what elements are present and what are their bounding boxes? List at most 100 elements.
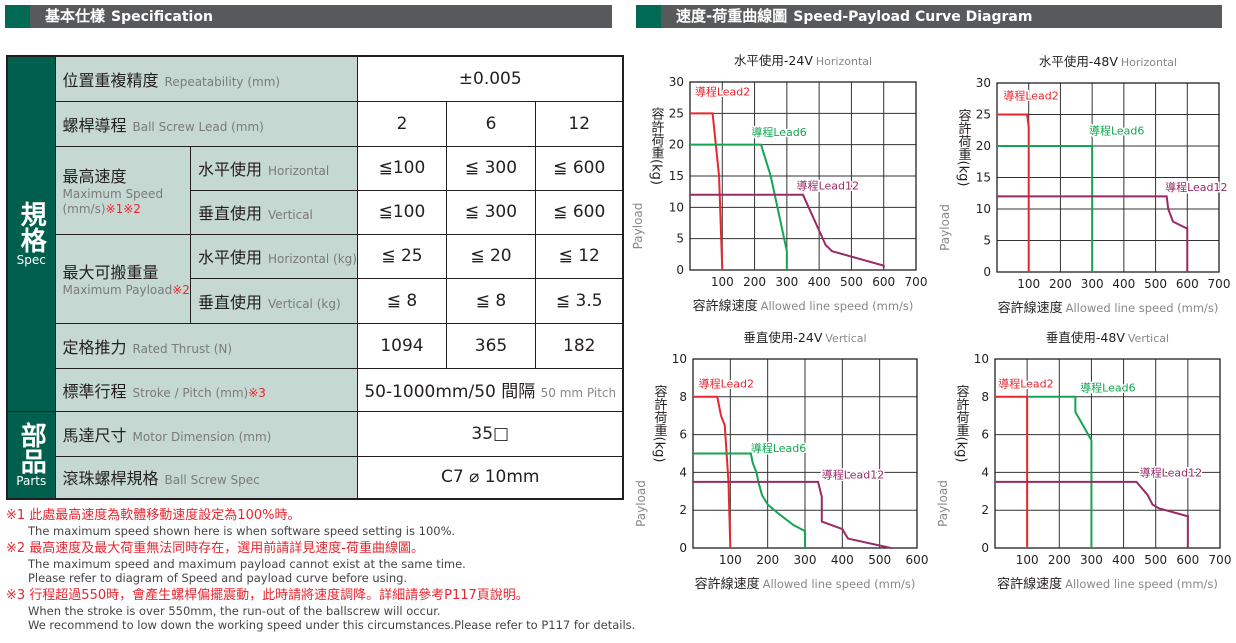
speed-horizontal-label: 水平使用 Horizontal: [189, 145, 358, 191]
speed-value: ≦ 300: [445, 189, 536, 235]
series-label: 導程Lead2: [699, 377, 754, 391]
series-label: 導程Lead2: [1003, 89, 1058, 103]
curve-header-en: Speed-Payload Curve Diagram: [793, 9, 1033, 25]
series-line-導程Lead6: [1028, 395, 1093, 548]
thrust-value: 365: [445, 322, 536, 369]
speed-value: ≦100: [356, 145, 447, 191]
motor-label: 馬達尺寸 Motor Dimension (mm): [54, 410, 358, 457]
y-tick-label: 0: [679, 541, 687, 555]
x-tick-label: 700: [1208, 277, 1231, 291]
series-line-導程Lead2: [995, 395, 1029, 548]
series-line-導程Lead12: [995, 480, 1189, 548]
payload-value: ≦ 20: [445, 233, 536, 279]
chart-title: 垂直使用-24V Vertical: [743, 330, 866, 345]
screw-label: 滾珠螺桿規格 Ball Screw Spec: [54, 455, 358, 500]
y-tick-label: 5: [676, 232, 684, 246]
series-line-導程Lead2: [997, 113, 1030, 272]
x-tick-label: 200: [1048, 553, 1071, 567]
speed-value: ≦ 600: [534, 145, 624, 191]
y-tick-label: 20: [669, 138, 684, 152]
lead-label: 螺桿導程 Ball Screw Lead (mm): [54, 100, 358, 147]
y-axis-label: 容許荷重(kg): [652, 384, 668, 462]
y-tick-label: 10: [672, 352, 687, 366]
y-tick-label: 20: [976, 139, 991, 153]
series-label: 導程Lead2: [695, 84, 750, 98]
y-tick-label: 6: [981, 428, 989, 442]
thrust-label: 定格推力 Rated Thrust (N): [54, 322, 358, 369]
y-tick-label: 0: [981, 541, 989, 555]
x-tick-label: 700: [1209, 553, 1232, 567]
lead-value: 12: [534, 100, 624, 147]
x-tick-label: 600: [906, 553, 929, 567]
x-tick-label: 600: [1176, 553, 1199, 567]
spec-header-en: Specification: [111, 9, 213, 25]
x-tick-label: 400: [831, 553, 854, 567]
y-tick-label: 25: [976, 108, 991, 122]
series-line-導程Lead6: [690, 143, 788, 270]
x-tick-label: 100: [1016, 553, 1039, 567]
y-tick-label: 8: [981, 390, 989, 404]
x-tick-label: 500: [1144, 277, 1167, 291]
payload-horizontal-label: 水平使用 Horizontal (kg): [189, 233, 358, 279]
x-tick-label: 100: [719, 553, 742, 567]
x-axis-label: 容許線速度 Allowed line speed (mm/s): [693, 298, 914, 314]
y-tick-label: 10: [669, 200, 684, 214]
footnote: ※3 行程超過550時，會產生螺桿偏擺震動，此時請將速度調降。詳細請參考P117…: [6, 588, 636, 632]
motor-value: 35□: [356, 410, 624, 457]
y-tick-label: 30: [669, 75, 684, 89]
plot-frame: [994, 358, 1221, 549]
x-axis-label: 容許線速度 Allowed line speed (mm/s): [695, 576, 916, 592]
chart-title: 水平使用-48V Horizontal: [1039, 54, 1177, 69]
x-tick-label: 500: [1144, 553, 1167, 567]
footnote: ※2 最高速度及最大荷重無法同時存在，選用前請詳見速度-荷重曲線圖。 The ma…: [6, 541, 466, 585]
chart-title: 水平使用-24V Horizontal: [734, 53, 872, 68]
y-axis-label-en: Payload: [634, 480, 648, 527]
x-tick-label: 600: [872, 275, 895, 289]
x-tick-label: 700: [905, 275, 928, 289]
x-tick-label: 600: [1176, 277, 1199, 291]
x-tick-label: 100: [1017, 277, 1040, 291]
y-axis-label-en: Payload: [631, 203, 645, 250]
y-axis-label-en: Payload: [938, 204, 952, 251]
speed-label: 最高速度 Maximum Speed (mm/s)※1※2: [54, 145, 191, 235]
y-tick-label: 4: [679, 465, 687, 479]
table-row: 最高速度 Maximum Speed (mm/s)※1※2 水平使用 Horizont…: [7, 145, 624, 235]
plot-frame: [689, 81, 917, 271]
series-label: 導程Lead6: [751, 125, 806, 139]
table-row: 規格 Spec 位置重複精度 Repeatability (mm) ±0.005: [6, 55, 624, 412]
series-line-導程Lead6: [997, 145, 1094, 272]
x-tick-label: 400: [1112, 553, 1135, 567]
series-line-導程Lead12: [997, 195, 1189, 272]
y-tick-label: 10: [974, 352, 989, 366]
x-tick-label: 300: [1080, 553, 1103, 567]
y-tick-label: 6: [679, 428, 687, 442]
series-label: 導程Lead12: [822, 467, 884, 481]
curve-header: 速度-荷重曲線圖 Speed-Payload Curve Diagram: [636, 5, 1222, 28]
curve-header-cn: 速度-荷重曲線圖: [676, 7, 788, 25]
x-axis-label: 容許線速度 Allowed line speed (mm/s): [998, 300, 1219, 316]
speed-value: ≦ 300: [445, 145, 536, 191]
series-line-導程Lead2: [690, 112, 724, 271]
series-line-導程Lead12: [690, 193, 885, 269]
spec-header-cn: 基本仕樣: [45, 7, 106, 25]
series-line-導程Lead12: [693, 480, 892, 549]
x-tick-label: 400: [1112, 277, 1135, 291]
y-tick-label: 2: [981, 503, 989, 517]
table-row: 定格推力 Rated Thrust (N) 1094 365 182: [7, 322, 624, 369]
table-row: 螺桿導程 Ball Screw Lead (mm) 2 6 12: [7, 100, 624, 147]
table-row: 垂直使用 Vertical ≦100 ≦ 300 ≦ 600: [7, 189, 624, 235]
series-line-導程Lead6: [693, 452, 806, 548]
footnote: ※1 此處最高速度為軟體移動速度設定為100%時。 The maximum spe…: [6, 508, 456, 538]
y-tick-label: 2: [679, 503, 687, 517]
series-label: 導程Lead6: [1080, 380, 1135, 394]
table-row: 滾珠螺桿規格 Ball Screw Spec C7 ⌀ 10mm: [7, 455, 624, 500]
header-accent: [636, 5, 661, 28]
y-axis-label: 容許荷重(kg): [954, 384, 970, 462]
x-tick-label: 300: [775, 275, 798, 289]
spec-header: 基本仕樣 Specification: [5, 5, 612, 28]
thrust-value: 182: [534, 322, 624, 369]
speed-value: ≦100: [356, 189, 447, 235]
y-axis-label: 容許荷重(kg): [956, 108, 972, 186]
speed-value: ≦ 600: [534, 189, 624, 235]
x-tick-label: 400: [808, 275, 831, 289]
